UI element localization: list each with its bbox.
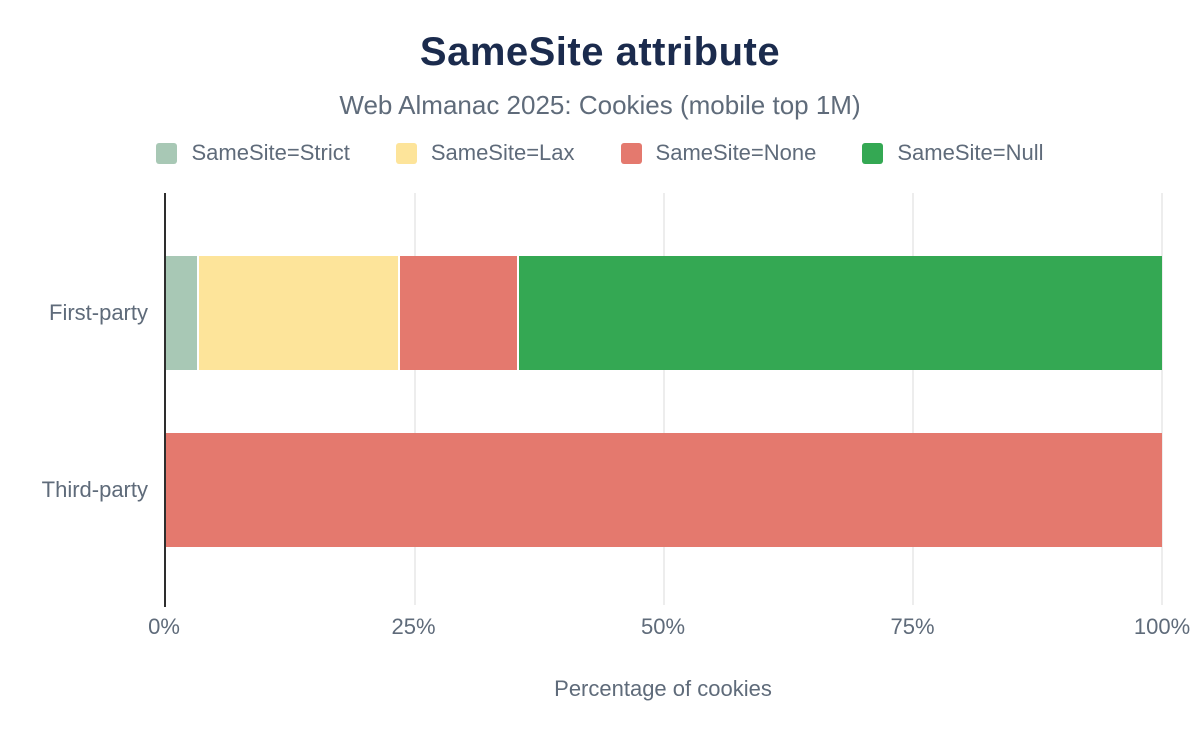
bar-segment-samesite-lax[interactable] xyxy=(196,256,399,370)
gridline xyxy=(912,193,914,605)
legend-item-samesite-none[interactable]: SameSite=None xyxy=(620,140,817,166)
bar-row-third-party xyxy=(166,433,1162,547)
legend-label: SameSite=Strict xyxy=(191,140,350,165)
legend-item-samesite-null[interactable]: SameSite=Null xyxy=(862,140,1044,166)
legend-item-samesite-lax[interactable]: SameSite=Lax xyxy=(395,140,575,166)
legend-swatch-strict-icon xyxy=(156,142,178,164)
legend-label: SameSite=Null xyxy=(897,140,1044,165)
x-tick-label: 0% xyxy=(148,614,180,639)
x-tick-label: 100% xyxy=(1133,614,1191,639)
y-axis-label-third-party: Third-party xyxy=(41,477,148,502)
x-tick-label: 25% xyxy=(391,614,436,639)
x-tick-label: 50% xyxy=(640,614,686,639)
gridline xyxy=(414,193,416,605)
legend-item-samesite-strict[interactable]: SameSite=Strict xyxy=(156,140,350,166)
y-axis-label-first-party: First-party xyxy=(49,300,148,325)
x-axis-ticks: 0% 25% 50% 75% 100% xyxy=(148,614,1190,644)
gridline xyxy=(1161,193,1163,605)
legend-label: SameSite=None xyxy=(655,140,817,165)
chart-subtitle: Web Almanac 2025: Cookies (mobile top 1M… xyxy=(339,90,861,120)
chart-title: SameSite attribute xyxy=(419,30,781,74)
gridline xyxy=(663,193,665,605)
x-axis-title: Percentage of cookies xyxy=(554,676,772,701)
bar-segment-samesite-none[interactable] xyxy=(166,433,1162,547)
legend-swatch-null-icon xyxy=(862,142,884,164)
plot-area xyxy=(164,193,1163,607)
bar-segment-samesite-null[interactable] xyxy=(516,256,1162,370)
legend-label: SameSite=Lax xyxy=(430,140,575,165)
legend: SameSite=Strict SameSite=Lax SameSite=No… xyxy=(0,140,1200,166)
bar-segment-samesite-none[interactable] xyxy=(398,256,517,370)
legend-swatch-lax-icon xyxy=(395,142,417,164)
legend-swatch-none-icon xyxy=(620,142,642,164)
x-tick-label: 75% xyxy=(890,614,935,639)
bar-segment-samesite-strict[interactable] xyxy=(166,256,197,370)
bar-row-first-party xyxy=(166,256,1162,370)
